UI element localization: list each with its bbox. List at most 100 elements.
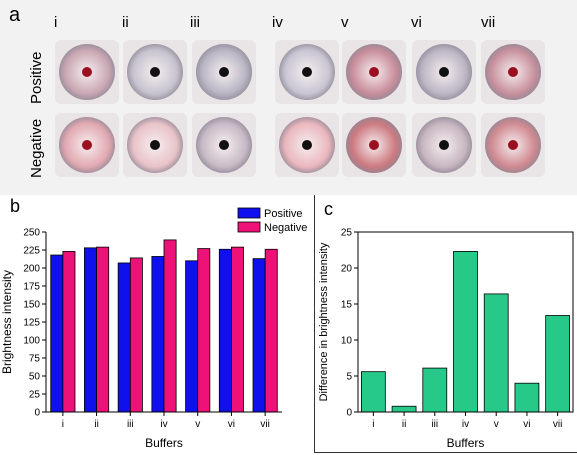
sample-center-dot [82, 67, 92, 77]
sample-stain [279, 117, 335, 173]
sample-center-dot [150, 140, 160, 150]
x-tick-label: iii [127, 419, 134, 430]
x-axis-label: Buffers [145, 436, 183, 450]
sample-negative-iii [192, 113, 256, 177]
sample-stain [416, 117, 472, 173]
bar-negative-vi [231, 246, 244, 413]
sample-center-dot [82, 140, 92, 150]
y-tick-label: 15 [341, 300, 353, 311]
sample-center-dot [302, 140, 312, 150]
y-axis-label: Brightness intensity [0, 270, 14, 374]
x-tick-label: iv [160, 419, 167, 430]
sample-center-dot [219, 140, 229, 150]
x-tick-label: v [195, 419, 200, 430]
y-axis-label: Difference in brightness intensity [318, 242, 330, 401]
y-tick-label: 0 [34, 408, 40, 419]
sample-center-dot [302, 67, 312, 77]
x-tick-label: v [494, 419, 499, 430]
bar-negative-ii [96, 246, 110, 413]
sample-stain [346, 117, 402, 173]
x-tick-label: ii [402, 419, 406, 430]
x-tick-label: vii [260, 419, 269, 430]
sample-positive-v [342, 40, 406, 104]
y-tick-label: 100 [23, 336, 40, 347]
sample-stain [59, 117, 115, 173]
y-tick-label: 50 [29, 372, 41, 383]
x-tick-label: i [62, 419, 64, 430]
legend-swatch-positive [237, 207, 261, 219]
x-axis-label: Buffers [447, 436, 485, 450]
bar-ii [391, 405, 417, 413]
panel-a-letter: a [9, 4, 21, 26]
column-label-v: v [341, 14, 349, 31]
sample-stain [59, 44, 115, 100]
bar-negative-iii [129, 257, 143, 413]
y-tick-label: 20 [341, 264, 353, 275]
legend-label-negative: Negative [264, 222, 307, 234]
sample-negative-ii [123, 113, 187, 177]
bar-positive-v [185, 260, 199, 413]
bar-i [360, 371, 386, 413]
bar-negative-vii [264, 248, 278, 413]
photo-panel: a i ii iii iv v vi vii Positive Negative [0, 0, 577, 195]
bar-positive-iii [117, 262, 131, 413]
sample-stain [196, 117, 252, 173]
x-tick-label: ii [94, 419, 98, 430]
sample-positive-ii [123, 40, 187, 104]
column-label-ii: ii [122, 14, 129, 31]
sample-positive-iv [275, 40, 339, 104]
sample-center-dot [150, 67, 160, 77]
y-tick-label: 175 [23, 282, 40, 293]
bar-positive-i [50, 254, 64, 413]
y-tick-label: 5 [346, 372, 352, 383]
bar-negative-i [62, 251, 76, 413]
sample-negative-iv [275, 113, 339, 177]
sample-center-dot [439, 140, 449, 150]
bar-vii [545, 315, 571, 413]
sample-center-dot [369, 67, 379, 77]
y-tick-label: 225 [23, 246, 40, 257]
plot-frame [357, 231, 574, 413]
x-tick-label: vii [553, 419, 562, 430]
y-tick-label: 75 [29, 354, 41, 365]
sample-negative-vi [412, 113, 476, 177]
sample-stain [485, 117, 541, 173]
x-tick-label: iii [431, 419, 438, 430]
sample-positive-i [55, 40, 119, 104]
bar-v [483, 293, 509, 413]
y-tick-label: 250 [23, 228, 40, 239]
sample-negative-vii [481, 113, 545, 177]
sample-center-dot [219, 67, 229, 77]
legend-label-positive: Positive [264, 208, 303, 220]
sample-stain [485, 44, 541, 100]
bar-positive-iv [151, 256, 165, 413]
x-tick-label: i [372, 419, 374, 430]
sample-positive-vi [412, 40, 476, 104]
sample-stain [416, 44, 472, 100]
column-label-iv: iv [272, 14, 283, 31]
sample-negative-i [55, 113, 119, 177]
y-tick-label: 125 [23, 318, 40, 329]
y-tick-label: 25 [29, 390, 41, 401]
bar-vi [514, 382, 540, 413]
x-tick-label: iv [462, 419, 469, 430]
column-label-vi: vi [411, 14, 422, 31]
x-tick-label: vi [228, 419, 235, 430]
y-tick-label: 200 [23, 264, 40, 275]
panel-b-letter: b [10, 196, 21, 216]
bar-iv [453, 251, 478, 413]
row-label-negative: Negative [28, 118, 45, 178]
sample-stain [346, 44, 402, 100]
sample-center-dot [369, 140, 379, 150]
bar-positive-vi [218, 248, 232, 413]
y-tick-label: 0 [346, 408, 352, 419]
y-tick-label: 150 [23, 300, 40, 311]
sample-negative-v [342, 113, 406, 177]
row-label-positive: Positive [28, 51, 45, 104]
legend-swatch-negative [237, 221, 261, 233]
sample-positive-vii [481, 40, 545, 104]
sample-stain [196, 44, 252, 100]
panel-c-letter: c [324, 199, 333, 219]
